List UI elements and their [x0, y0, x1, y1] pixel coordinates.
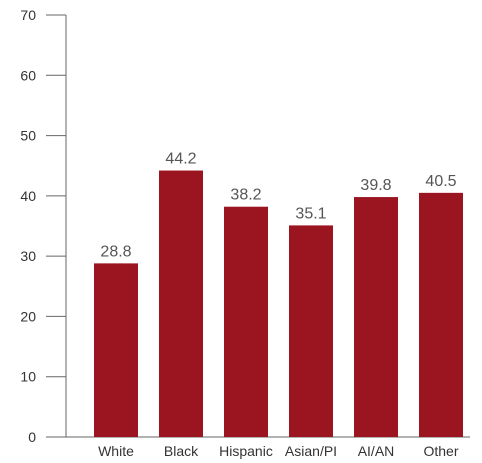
- data-label: 38.2: [230, 187, 261, 204]
- y-tick-label: 10: [20, 369, 36, 385]
- data-label: 44.2: [165, 151, 196, 168]
- y-tick-label: 30: [20, 248, 36, 264]
- y-tick-label: 20: [20, 308, 36, 324]
- bar: [419, 192, 463, 437]
- y-tick-label: 0: [28, 429, 36, 445]
- bar: [224, 206, 268, 437]
- category-labels: White Black Hispanic Asian/PI AI/AN Other: [98, 443, 459, 459]
- y-tick-label: 70: [20, 7, 36, 23]
- x-tick-label: Hispanic: [219, 443, 273, 459]
- x-tick-label: White: [98, 443, 134, 459]
- y-tick-label: 40: [20, 188, 36, 204]
- x-tick-label: Black: [164, 443, 199, 459]
- x-tick-label: AI/AN: [358, 443, 395, 459]
- data-label: 39.8: [360, 177, 391, 194]
- bars: [94, 170, 463, 437]
- bar: [289, 225, 333, 437]
- data-label: 35.1: [295, 205, 326, 222]
- data-label: 28.8: [100, 243, 131, 260]
- bar: [94, 263, 138, 437]
- x-tick-label: Other: [423, 443, 458, 459]
- y-tick-label: 60: [20, 67, 36, 83]
- value-labels: 28.8 44.2 38.2 35.1 39.8 40.5: [100, 151, 456, 261]
- data-label: 40.5: [425, 173, 456, 190]
- y-axis: 0 10 20 30 40 50 60 70: [20, 7, 67, 445]
- y-tick-label: 50: [20, 128, 36, 144]
- x-tick-label: Asian/PI: [285, 443, 337, 459]
- bar: [354, 197, 398, 437]
- bar: [159, 170, 203, 437]
